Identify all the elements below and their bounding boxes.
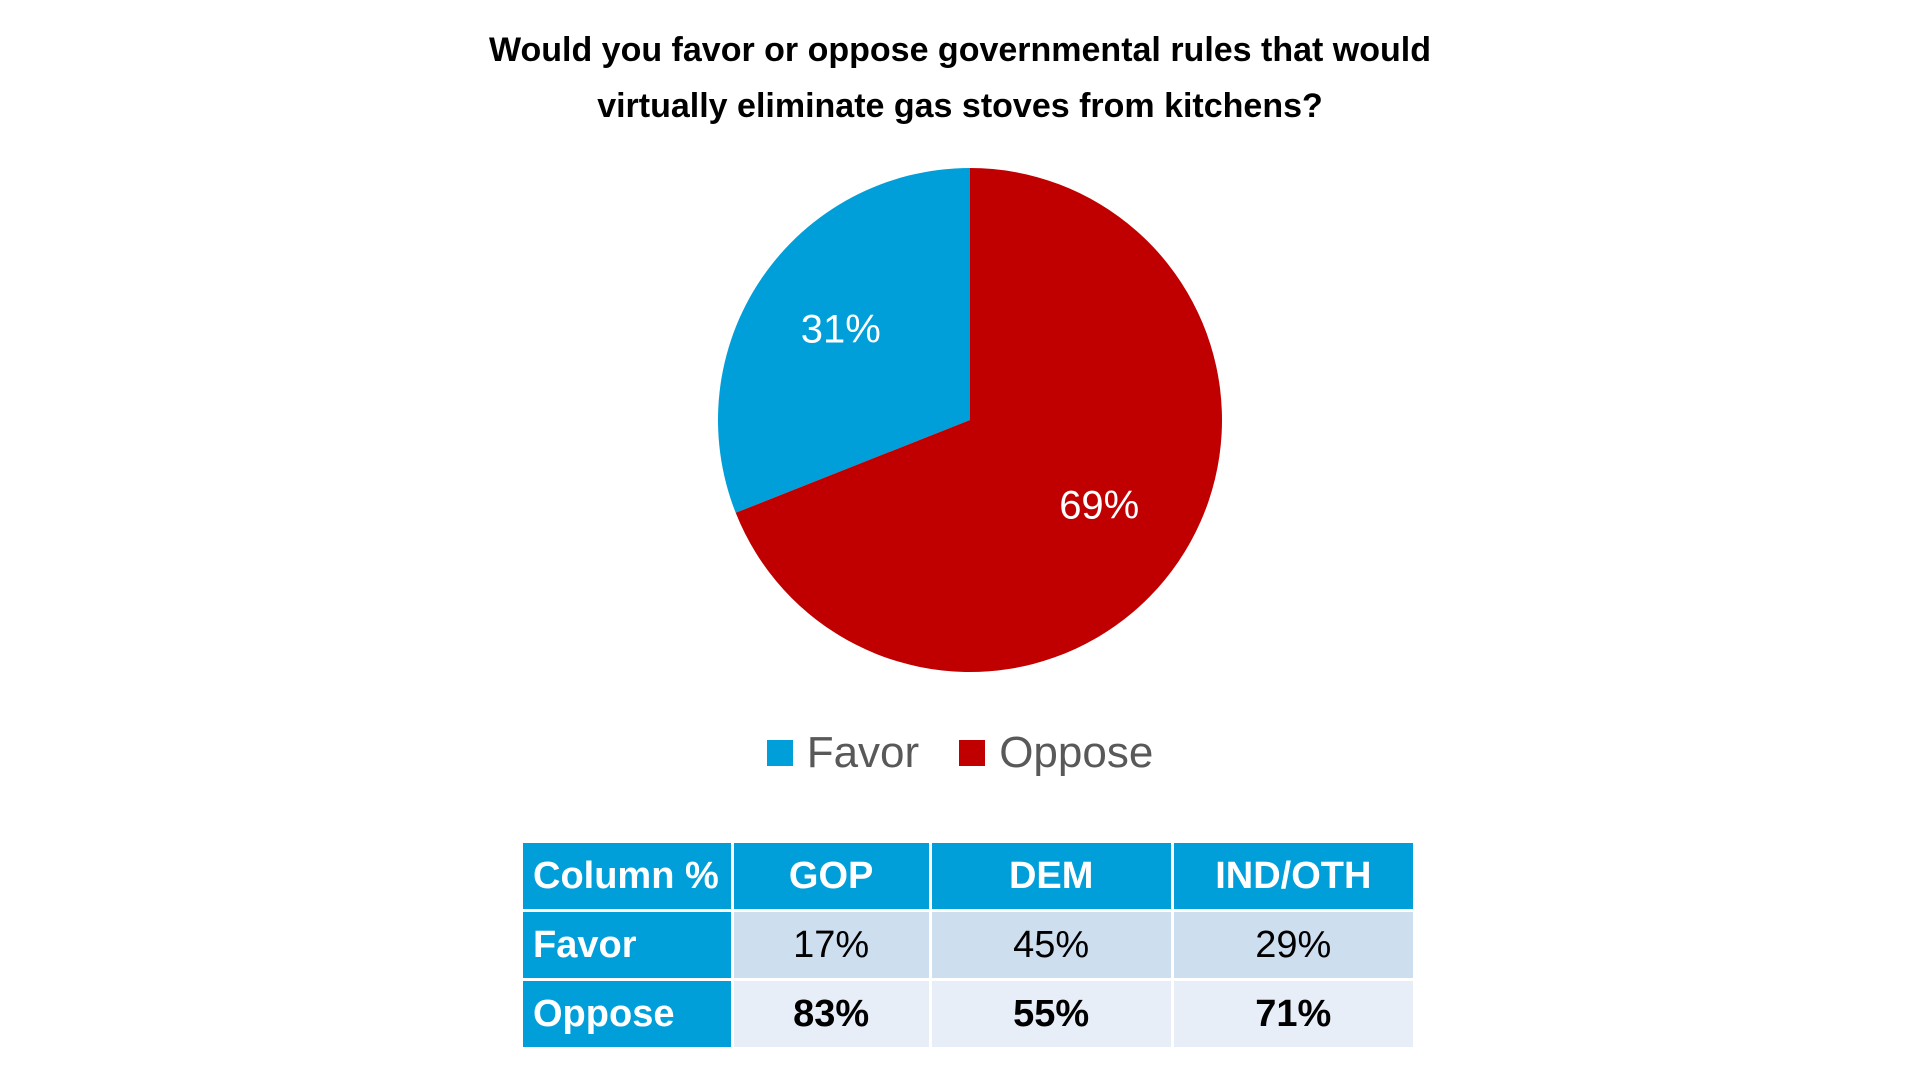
- pie-label-oppose: 69%: [1059, 483, 1139, 527]
- legend-item-favor: Favor: [766, 728, 920, 778]
- pie-label-favor: 31%: [801, 308, 881, 352]
- legend-label-favor: Favor: [806, 728, 920, 777]
- pie-chart: 31% 69%: [718, 168, 1222, 673]
- table-header-gop: GOP: [733, 843, 929, 909]
- table-cell-oppose-ind-oth: 71%: [1173, 981, 1413, 1047]
- table-header-dem: DEM: [931, 843, 1171, 909]
- table-row-label-favor: Favor: [523, 912, 731, 978]
- pie-slice-oppose: [735, 168, 1222, 673]
- legend-item-oppose: Oppose: [959, 728, 1153, 778]
- table-cell-favor-ind-oth: 29%: [1173, 912, 1413, 978]
- table-cell-oppose-dem: 55%: [931, 981, 1171, 1047]
- chart-title: Would you favor or oppose governmental r…: [360, 22, 1560, 134]
- pie-slice-favor: [718, 168, 970, 513]
- legend-swatch-oppose: [959, 740, 986, 766]
- chart-title-line-2: virtually eliminate gas stoves from kitc…: [597, 87, 1323, 125]
- crosstab-table: Column % GOP DEM IND/OTH Favor 17% 45% 2…: [520, 840, 1416, 1050]
- table-row-label-oppose: Oppose: [523, 981, 731, 1047]
- crosstab-table-wrap: Column % GOP DEM IND/OTH Favor 17% 45% 2…: [520, 840, 1416, 1050]
- table-header-column-pct: Column %: [523, 843, 731, 909]
- table-row-oppose: Oppose 83% 55% 71%: [523, 981, 1413, 1047]
- table-cell-favor-dem: 45%: [931, 912, 1171, 978]
- chart-legend: Favor Oppose: [0, 728, 1920, 778]
- legend-label-oppose: Oppose: [999, 728, 1154, 777]
- table-cell-oppose-gop: 83%: [733, 981, 929, 1047]
- chart-title-line-1: Would you favor or oppose governmental r…: [488, 31, 1431, 69]
- table-row-favor: Favor 17% 45% 29%: [523, 912, 1413, 978]
- table-header-ind-oth: IND/OTH: [1173, 843, 1413, 909]
- table-cell-favor-gop: 17%: [733, 912, 929, 978]
- legend-swatch-favor: [766, 740, 793, 766]
- table-header-row: Column % GOP DEM IND/OTH: [523, 843, 1413, 909]
